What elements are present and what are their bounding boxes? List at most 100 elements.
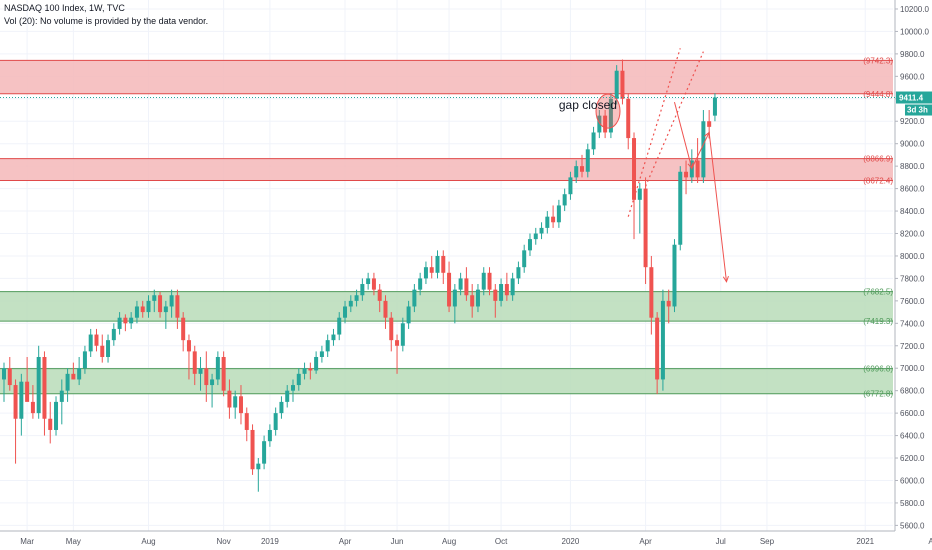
time-axis-bg: [0, 531, 932, 550]
level-label: (8672.4): [863, 176, 893, 185]
candle-down: [371, 278, 376, 290]
candle-down: [25, 381, 30, 402]
candle-up: [111, 328, 116, 341]
candle-up: [302, 368, 307, 374]
candle-down: [383, 300, 388, 318]
candle-up: [65, 373, 70, 391]
candle-down: [441, 255, 446, 273]
candle-down: [470, 295, 475, 307]
time-axis[interactable]: Mar May Aug Nov 2019 Apr Jun Aug Oct 2020 Apr Jul Se…: [0, 530, 932, 550]
level-label: (6772.8): [863, 390, 893, 399]
candle-up: [296, 373, 301, 386]
candle-down: [643, 188, 648, 268]
candle-up: [556, 205, 561, 223]
candle-down: [551, 216, 556, 223]
candle-up: [256, 463, 261, 470]
candle-up: [210, 379, 215, 386]
candle-down: [221, 356, 226, 391]
candle-down: [655, 317, 660, 380]
time-tick-label: 2019: [261, 537, 279, 546]
candle-up: [163, 306, 168, 313]
candle-up: [291, 385, 295, 391]
candle-up: [435, 255, 440, 273]
candle-up: [88, 334, 93, 352]
chart-title: NASDAQ 100 Index, 1W, TVC: [4, 3, 125, 13]
candle-up: [458, 278, 463, 290]
resistance-zone: [0, 60, 893, 94]
time-tick-label: Apr: [639, 537, 652, 546]
candle-down: [100, 345, 105, 357]
candle-up: [672, 244, 677, 307]
price-tick-label: 8200.0: [900, 230, 925, 239]
candle-up: [273, 413, 278, 430]
candle-down: [447, 272, 452, 307]
candle-up: [366, 278, 371, 285]
candle-up: [54, 401, 59, 430]
candle-up: [134, 306, 139, 318]
candle-up: [481, 272, 486, 290]
price-tick-label: 10200.0: [900, 5, 929, 14]
time-tick-label: Apr: [339, 537, 352, 546]
candle-up: [82, 351, 87, 369]
candle-down: [580, 166, 584, 172]
candle-down: [620, 70, 625, 99]
time-tick-label: Aug: [442, 537, 456, 546]
level-label: (8866.9): [863, 155, 893, 164]
candle-up: [215, 356, 220, 380]
candle-up: [360, 284, 365, 296]
candle-up: [314, 356, 319, 371]
candle-up: [129, 317, 134, 324]
candle-down: [48, 418, 53, 430]
candle-up: [562, 194, 567, 206]
price-tick-label: 7400.0: [900, 319, 925, 328]
candle-down: [395, 340, 400, 346]
candle-down: [626, 98, 631, 139]
projection-path: [673, 102, 727, 282]
volume-note: Vol (20): No volume is provided by the d…: [4, 16, 209, 26]
candle-up: [354, 295, 359, 301]
resistance-zone: [0, 158, 893, 181]
projection-arrowhead: [687, 162, 694, 170]
candle-up: [343, 306, 348, 318]
candle-up: [77, 368, 82, 380]
candle-up: [59, 390, 64, 402]
candle-up: [19, 381, 24, 419]
price-tick-label: 5800.0: [900, 499, 925, 508]
candle-up: [678, 171, 683, 245]
candle-down: [695, 160, 700, 178]
candle-up: [637, 188, 642, 200]
level-label: (9742.3): [863, 56, 893, 65]
time-tick-label: May: [66, 537, 81, 546]
candle-down: [707, 121, 712, 127]
support-zone: [0, 291, 893, 322]
time-tick-label: Jul: [716, 537, 726, 546]
candle-up: [574, 166, 579, 178]
candle-down: [186, 340, 191, 352]
candle-up: [660, 300, 665, 380]
candle-up: [267, 429, 272, 442]
price-tick-label: 9000.0: [900, 140, 925, 149]
candle-up: [516, 267, 521, 279]
candle-up: [452, 289, 457, 307]
price-tick-label: 9800.0: [900, 50, 925, 59]
projection-arrowhead: [704, 131, 710, 139]
price-tick-label: 9200.0: [900, 117, 925, 126]
candle-down: [493, 289, 498, 301]
candle-down: [377, 289, 382, 301]
candle-up: [400, 323, 405, 346]
candle-up: [406, 306, 411, 324]
candle-down: [94, 334, 99, 346]
price-tick-label: 10000.0: [900, 27, 929, 36]
candle-up: [591, 132, 596, 150]
level-label: (7419.3): [863, 317, 893, 326]
candle-up: [152, 295, 157, 301]
time-tick-label: Sep: [760, 537, 775, 546]
candle-down: [175, 295, 180, 318]
time-tick-label: 2021: [856, 537, 874, 546]
candle-down: [71, 373, 76, 380]
last-price-badge: [896, 91, 932, 104]
countdown-text: 3d 3h: [907, 106, 928, 115]
price-tick-label: 8400.0: [900, 207, 925, 216]
candle-down: [250, 429, 255, 470]
